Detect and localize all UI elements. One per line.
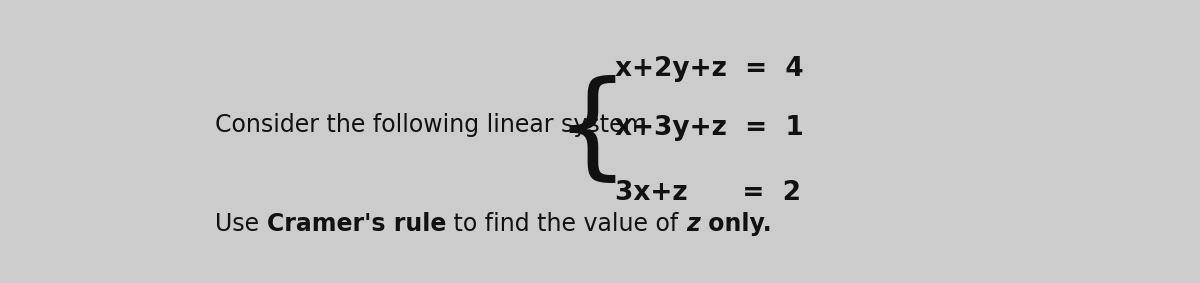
- Text: Use: Use: [215, 211, 266, 235]
- Text: {: {: [554, 74, 629, 190]
- Text: x+3y+z  =  1: x+3y+z = 1: [616, 115, 804, 141]
- Text: Cramer's rule: Cramer's rule: [266, 211, 446, 235]
- Text: 3x+z      =  2: 3x+z = 2: [616, 180, 802, 206]
- Text: x+2y+z  =  4: x+2y+z = 4: [616, 56, 804, 82]
- Text: Consider the following linear system: Consider the following linear system: [215, 113, 647, 138]
- Text: to find the value of: to find the value of: [446, 211, 686, 235]
- Text: only.: only.: [700, 211, 772, 235]
- Text: z: z: [686, 211, 700, 235]
